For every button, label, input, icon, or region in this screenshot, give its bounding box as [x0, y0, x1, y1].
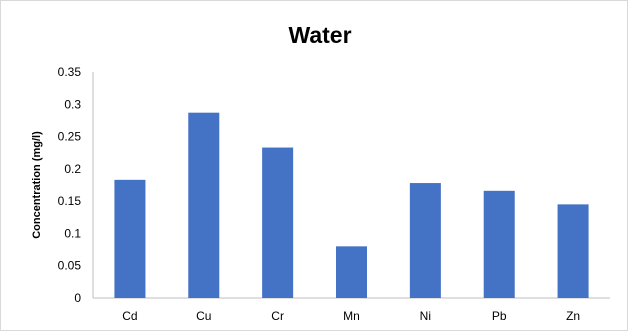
bar-cu	[188, 112, 220, 299]
chart-title: Water	[288, 22, 352, 48]
y-tick-label: 0	[74, 291, 81, 305]
bar-cd	[114, 179, 146, 298]
x-tick-label: Mn	[343, 309, 360, 323]
x-tick-label: Pb	[492, 309, 507, 323]
y-tick-label: 0.15	[58, 194, 82, 208]
x-tick-label: Cr	[271, 309, 284, 323]
bar-cr	[262, 147, 294, 298]
bar-pb	[483, 190, 515, 298]
bar-mn	[335, 246, 368, 298]
x-tick-label: Cd	[122, 309, 137, 323]
bar-ni	[409, 183, 441, 298]
x-tick-label: Ni	[420, 309, 431, 323]
bar-zn	[557, 204, 589, 298]
x-tick-labels: Cd Cu Cr Mn Ni Pb Zn	[122, 309, 580, 323]
y-tick-label: 0.2	[64, 162, 81, 176]
y-tick-label: 0.3	[64, 97, 81, 111]
y-tick-labels: 0 0.05 0.1 0.15 0.2 0.25 0.3 0.35	[58, 65, 82, 305]
y-tick-label: 0.1	[64, 226, 81, 240]
y-tick-label: 0.25	[58, 130, 82, 144]
bars	[114, 112, 589, 299]
y-tick-label: 0.05	[58, 259, 82, 273]
x-tick-label: Cu	[196, 309, 211, 323]
y-axis-label: Concentration (mg/l)	[31, 131, 43, 239]
x-tick-label: Zn	[566, 309, 580, 323]
y-tick-label: 0.35	[58, 65, 82, 79]
